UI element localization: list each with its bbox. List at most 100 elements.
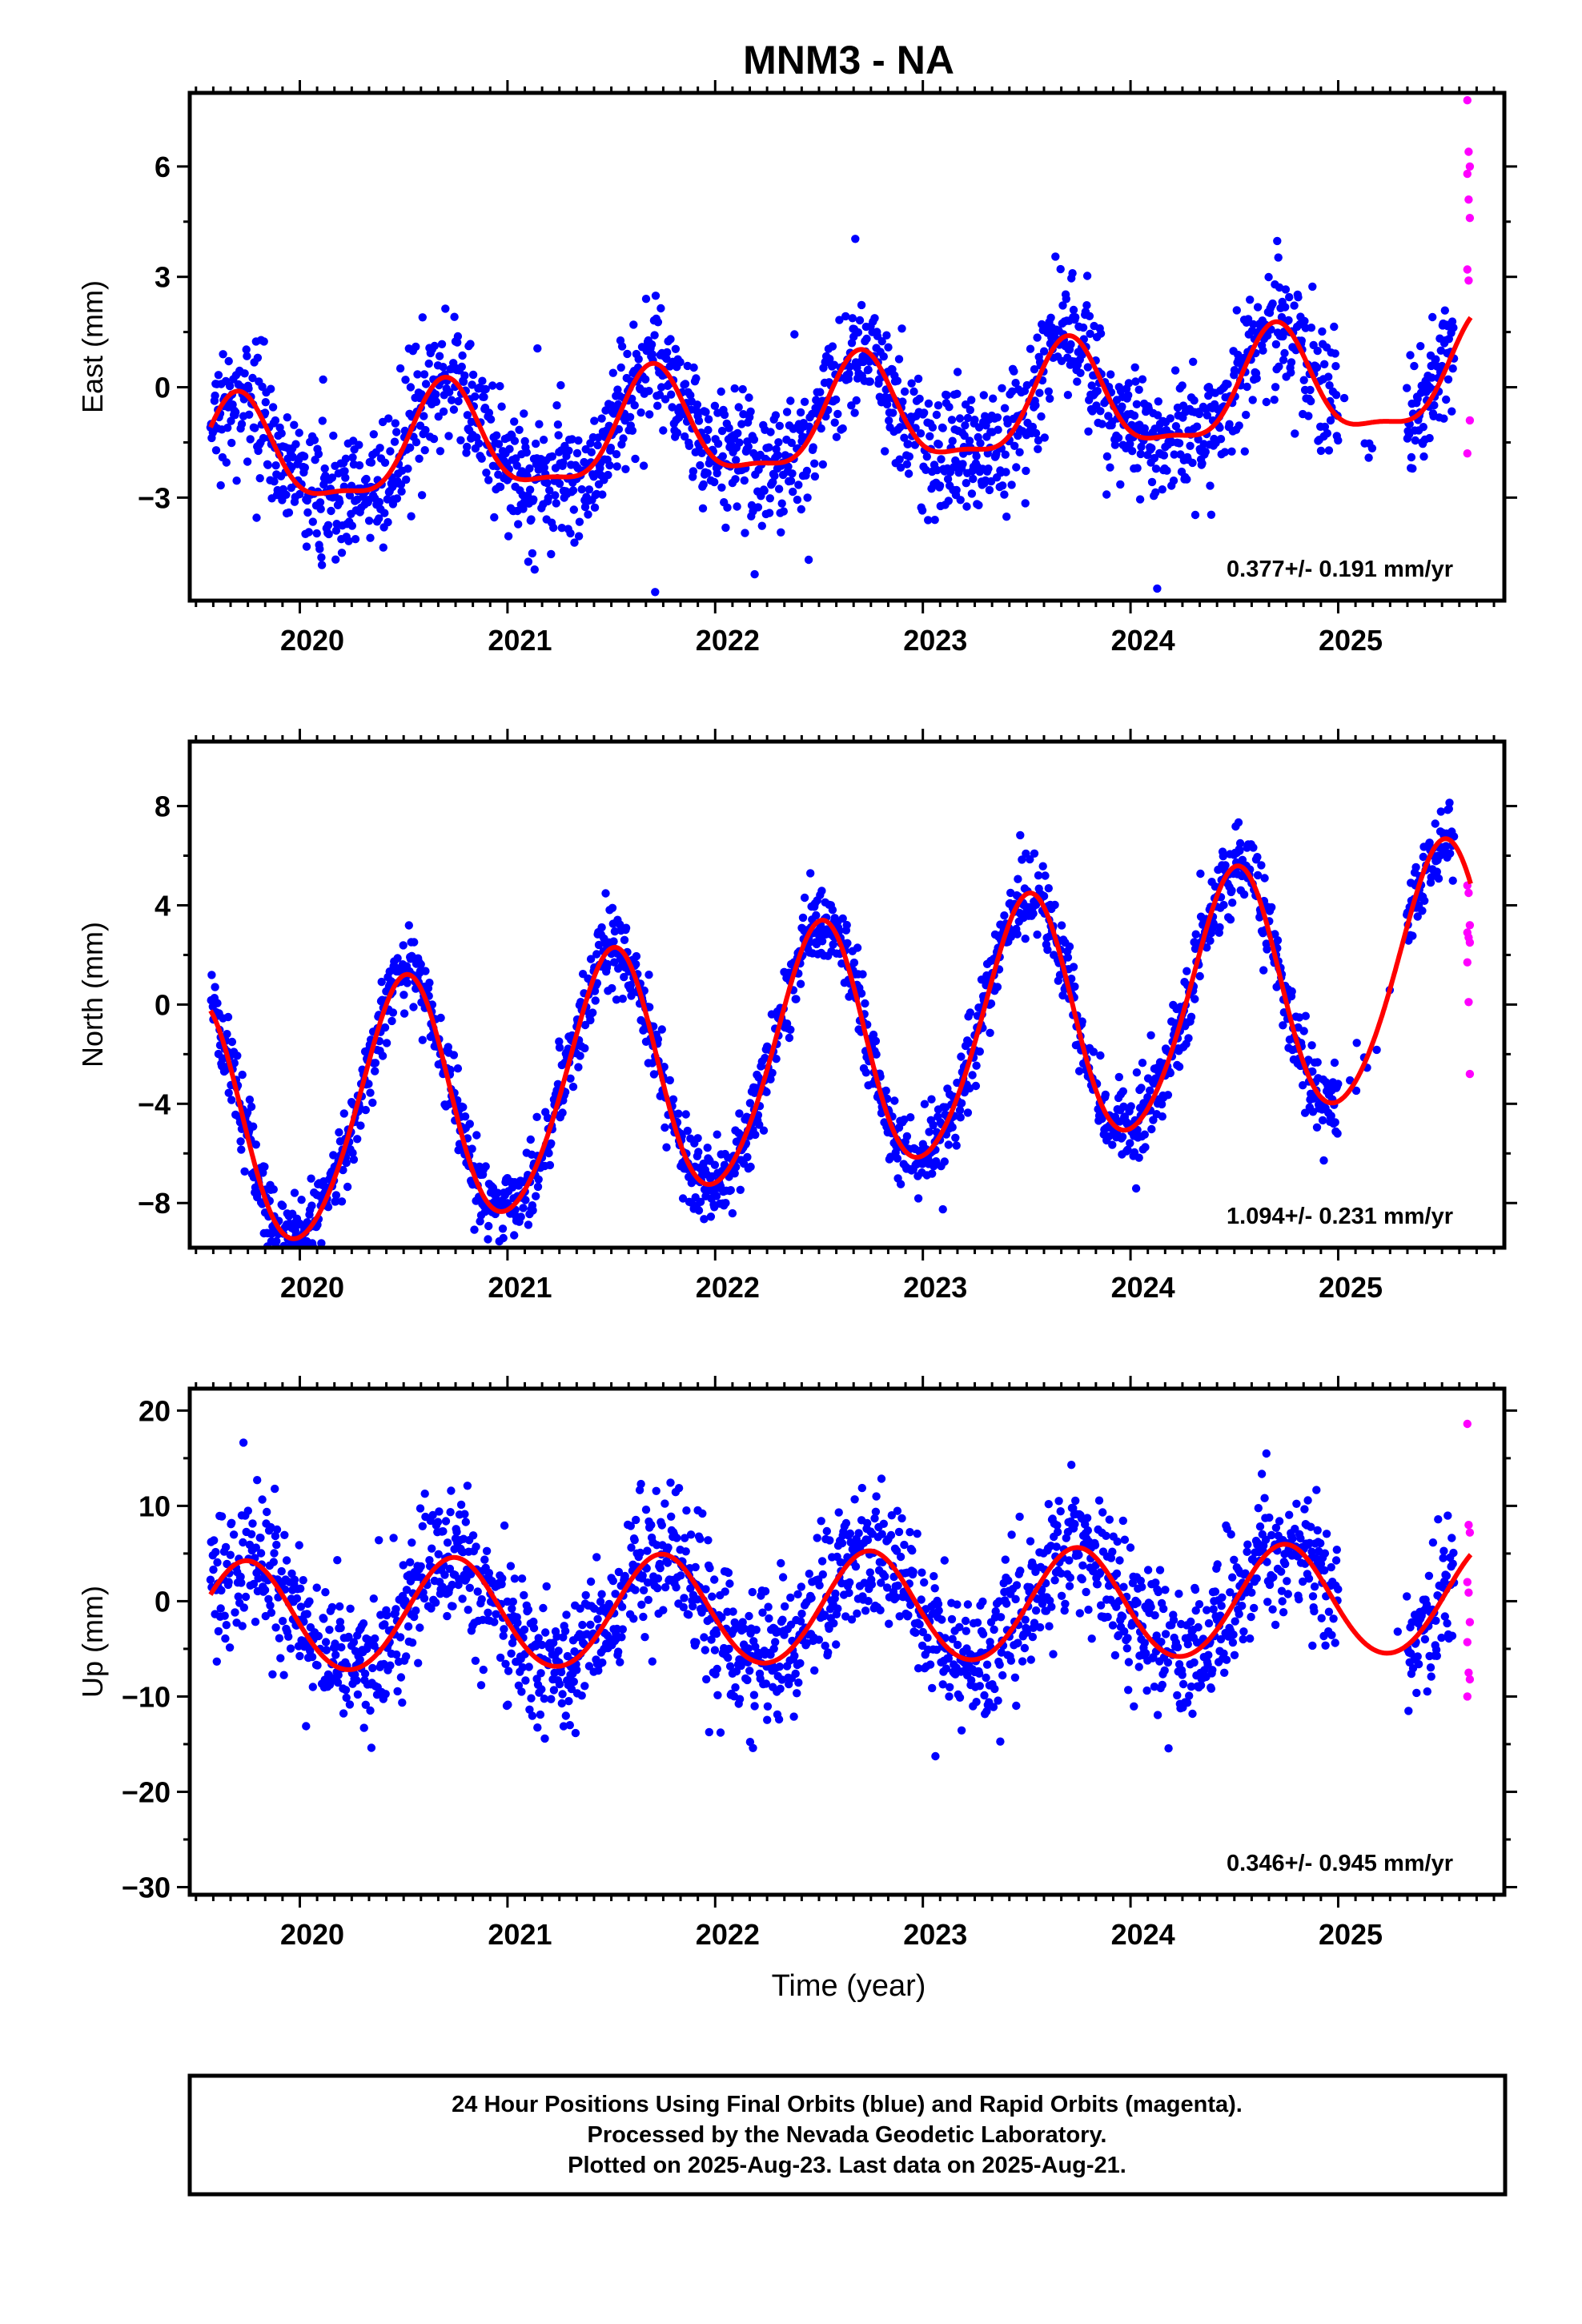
data-point — [655, 390, 665, 400]
data-point — [465, 1583, 474, 1593]
data-point — [508, 1597, 517, 1606]
data-point — [400, 991, 408, 999]
data-point — [480, 1555, 489, 1564]
data-point — [438, 1582, 447, 1591]
data-point — [245, 410, 254, 419]
data-point — [1416, 342, 1425, 351]
data-point — [308, 517, 317, 526]
data-point — [219, 350, 227, 359]
data-point — [812, 911, 821, 920]
rapid-point — [1464, 888, 1473, 898]
data-point — [270, 477, 279, 486]
data-point — [547, 1139, 556, 1148]
data-point — [390, 437, 400, 446]
data-point — [572, 1666, 581, 1675]
data-point — [420, 446, 429, 455]
data-point — [477, 1594, 486, 1604]
data-point — [269, 1185, 278, 1194]
data-point — [1066, 340, 1075, 349]
data-point — [542, 1582, 551, 1591]
data-point — [614, 424, 624, 434]
data-point — [239, 1438, 248, 1447]
data-point — [256, 1549, 266, 1558]
data-point — [359, 1723, 368, 1732]
data-point — [1132, 1068, 1142, 1077]
data-point — [406, 383, 416, 392]
data-point — [240, 1167, 249, 1176]
data-point — [484, 1221, 493, 1231]
data-point — [957, 1052, 966, 1061]
data-point — [713, 1130, 721, 1139]
data-point — [1249, 320, 1258, 329]
data-point — [704, 425, 713, 435]
data-point — [459, 377, 468, 386]
data-point — [348, 453, 357, 462]
data-point — [998, 481, 1007, 490]
data-point — [793, 1590, 802, 1599]
data-point — [771, 411, 781, 420]
data-point — [1136, 449, 1146, 459]
data-point — [361, 1105, 370, 1115]
chart-title: MNM3 - NA — [743, 38, 954, 82]
data-point — [510, 436, 520, 445]
data-point — [656, 383, 666, 392]
data-point — [605, 460, 614, 470]
data-point — [407, 512, 416, 521]
data-point — [450, 1545, 459, 1554]
data-point — [698, 1509, 707, 1518]
data-point — [1157, 1100, 1166, 1109]
data-point — [481, 384, 490, 394]
data-point — [853, 943, 862, 952]
data-point — [915, 394, 924, 404]
data-point — [944, 1140, 954, 1149]
data-point — [1022, 466, 1030, 476]
data-point — [254, 1574, 263, 1583]
data-point — [809, 443, 817, 452]
data-point — [1124, 379, 1134, 388]
y-axis-label: East (mm) — [76, 280, 109, 413]
data-point — [666, 1478, 675, 1487]
data-point — [498, 1224, 508, 1233]
data-point — [331, 1191, 341, 1200]
data-point — [760, 486, 769, 495]
data-point — [578, 1620, 587, 1630]
data-point — [1046, 313, 1055, 322]
data-point — [1162, 466, 1171, 475]
data-point — [335, 1128, 343, 1137]
data-point — [238, 1622, 247, 1630]
data-point — [1431, 355, 1440, 364]
data-point — [721, 1587, 729, 1596]
data-point — [291, 440, 300, 448]
data-point — [450, 312, 459, 321]
x-tick-label: 2024 — [1111, 624, 1175, 657]
data-point — [393, 954, 402, 963]
data-point — [574, 1063, 583, 1072]
data-point — [671, 344, 681, 353]
x-tick-label: 2021 — [488, 1271, 552, 1304]
data-point — [327, 1602, 337, 1612]
data-point — [490, 513, 499, 522]
data-point — [881, 447, 889, 456]
data-point — [641, 295, 651, 304]
data-point — [499, 1631, 508, 1640]
data-point — [247, 1102, 256, 1112]
final-orbit-points — [206, 1438, 1459, 1761]
data-point — [1158, 485, 1167, 494]
data-point — [1307, 396, 1315, 406]
data-point — [1146, 1031, 1155, 1040]
data-point — [305, 1597, 314, 1606]
data-point — [786, 476, 796, 485]
data-point — [894, 355, 904, 364]
data-point — [540, 463, 548, 472]
data-point — [1443, 375, 1453, 384]
data-point — [315, 545, 324, 553]
data-point — [216, 1604, 225, 1613]
data-point — [266, 1601, 275, 1610]
data-point — [1021, 935, 1030, 943]
data-point — [777, 499, 786, 508]
data-point — [295, 489, 304, 499]
data-point — [1252, 374, 1261, 383]
data-point — [967, 396, 976, 404]
data-point — [1308, 282, 1317, 292]
data-point — [341, 1686, 351, 1695]
